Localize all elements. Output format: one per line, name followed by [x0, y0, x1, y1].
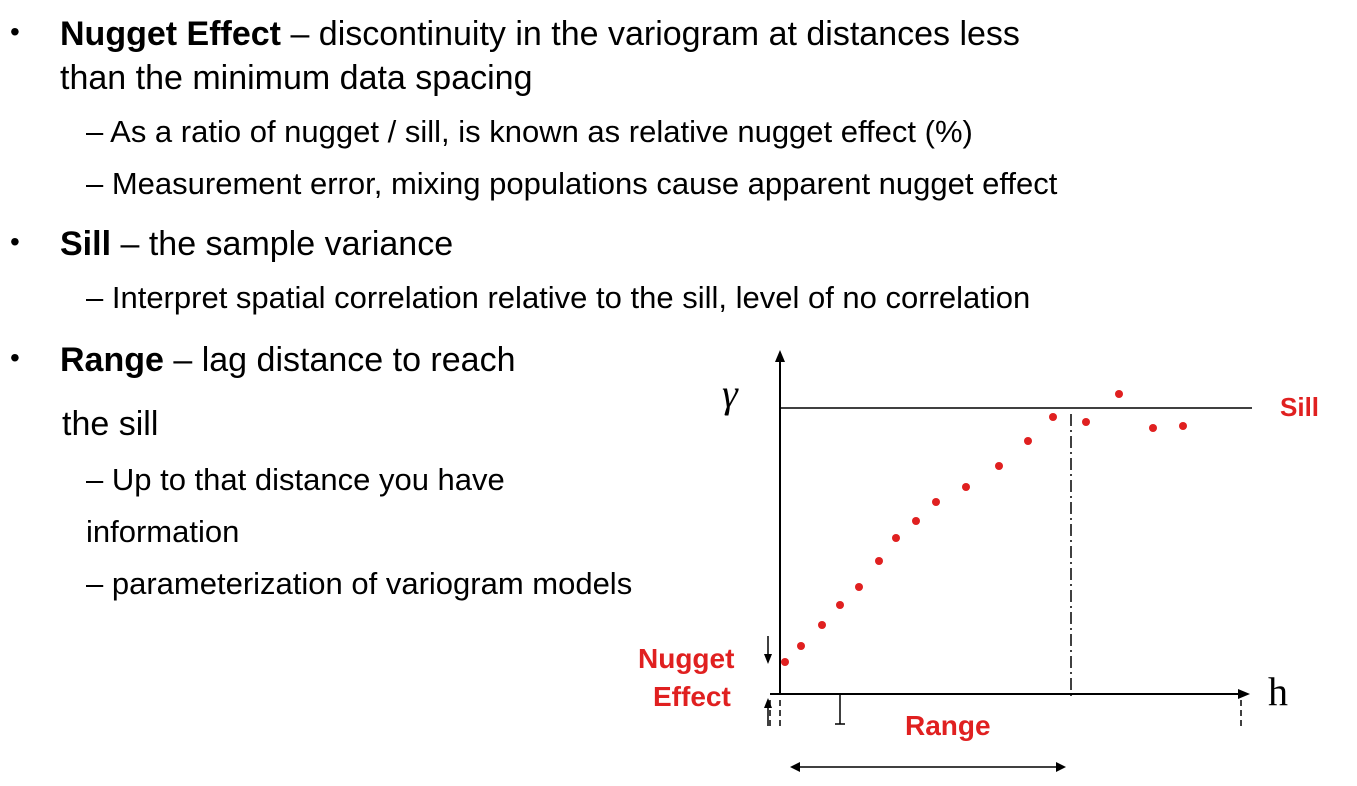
x-axis-arrowhead	[1238, 689, 1250, 699]
sub-bullet-sill-interpret: – Interpret spatial correlation relative…	[86, 280, 1031, 315]
term-range: Range	[60, 341, 164, 379]
bullet-dot: •	[10, 342, 20, 373]
variogram-point	[932, 498, 940, 506]
bullet-range: Range – lag distance to reach	[60, 338, 515, 382]
bullet-range-text: – lag distance to reach	[163, 341, 516, 379]
sub-bullet-nugget-error: – Measurement error, mixing populations …	[86, 166, 1058, 201]
bullet-range-text-line2: the sill	[62, 405, 159, 443]
variogram-point	[1049, 413, 1057, 421]
sub-bullet-range-info: – Up to that distance you have	[86, 462, 505, 497]
range-arrow	[790, 762, 1066, 772]
nugget-arrow-top	[764, 636, 772, 664]
term-nugget-effect: Nugget Effect	[60, 15, 281, 53]
variogram-point	[962, 483, 970, 491]
bullet-nugget-text-line2: than the minimum data spacing	[60, 59, 533, 97]
bullet-dot: •	[10, 226, 20, 257]
nugget-label-line2: Effect	[653, 681, 731, 712]
variogram-point	[836, 601, 844, 609]
variogram-point	[1024, 437, 1032, 445]
term-sill: Sill	[60, 225, 112, 263]
nugget-arrow-bottom	[764, 698, 772, 726]
variogram-point	[1179, 422, 1187, 430]
sub-bullet-nugget-ratio: – As a ratio of nugget / sill, is known …	[86, 114, 973, 149]
variogram-point	[855, 583, 863, 591]
bullet-nugget-effect: Nugget Effect – discontinuity in the var…	[60, 12, 1020, 56]
y-axis-label: γ	[722, 371, 739, 416]
bullet-sill-text: – the sample variance	[111, 225, 454, 263]
bullet-sill: Sill – the sample variance	[60, 222, 453, 266]
sub-bullet-range-models: – parameterization of variogram models	[86, 566, 633, 601]
y-axis-arrowhead	[775, 350, 785, 362]
variogram-point	[892, 534, 900, 542]
variogram-point	[875, 557, 883, 565]
nugget-label-line1: Nugget	[638, 643, 734, 674]
variogram-point	[1082, 418, 1090, 426]
range-label: Range	[905, 710, 991, 741]
sill-label: Sill	[1280, 392, 1319, 422]
sub-bullet-range-info-line2: information	[86, 514, 240, 549]
variogram-point	[818, 621, 826, 629]
variogram-point	[995, 462, 1003, 470]
bullet-nugget-text: – discontinuity in the variogram at dist…	[281, 15, 1020, 53]
variogram-point	[912, 517, 920, 525]
bullet-dot: •	[10, 16, 20, 47]
variogram-points	[781, 390, 1187, 666]
variogram-point	[797, 642, 805, 650]
variogram-point	[781, 658, 789, 666]
cursor-ibeam-icon	[835, 693, 845, 725]
variogram-point	[1115, 390, 1123, 398]
variogram-point	[1149, 424, 1157, 432]
x-axis-label: h	[1268, 669, 1288, 714]
